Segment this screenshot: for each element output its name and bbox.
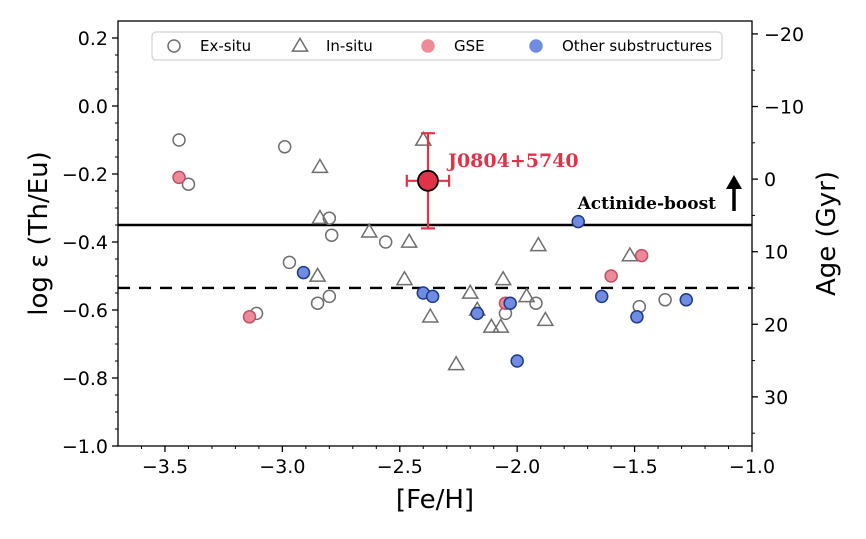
legend-marker-ex-situ-icon [167,39,181,53]
y-axis-title: log ε (Th/Eu) [24,151,54,316]
right-y-tick-label: 0 [764,169,776,191]
other-substructures-point [470,306,485,321]
ex-situ-point [658,293,672,307]
gse-point [604,269,618,283]
y-tick-label: −0.4 [62,232,108,254]
ex-situ-point [322,211,337,225]
ex-situ-point [172,133,186,147]
legend-marker-in-situ-icon [291,36,309,52]
gse-point [242,310,257,324]
other-substructures-point [503,296,517,310]
actinide-boost-label: Actinide-boost [577,194,717,214]
y-tick-label: 0.0 [78,96,108,118]
other-substructures-point [510,354,524,368]
ex-situ-point [310,296,325,310]
in-situ-point [308,266,327,282]
legend-marker-filled-icon [421,39,435,53]
y-tick-label: −1.0 [62,436,108,458]
ex-situ-point [277,140,292,154]
in-situ-point [621,246,639,262]
legend-label: Other substructures [562,37,712,55]
gse-point [172,170,186,185]
x-tick-label: −2.0 [494,456,540,478]
in-situ-point [360,222,379,238]
in-situ-point [529,236,548,252]
right-y-axis-title: Age (Gyr) [812,171,842,296]
ex-situ-point [529,296,543,310]
legend-label: GSE [454,37,485,55]
gse-point [634,248,649,263]
data-points-layer [172,130,694,371]
axes-layer: −3.5 −3.0 −2.5 −2.0 −1.5 −1.0 −1.0 −0.8 −0.6 −0.4… [24,20,842,515]
x-tick-label: −3.5 [142,456,188,478]
legend-marker-filled-icon [529,39,543,53]
in-situ-point [395,270,414,286]
x-axis-title: [Fe/H] [396,485,474,515]
in-situ-point [494,270,512,286]
other-substructures-point [630,310,644,324]
ex-situ-point [181,177,196,191]
y-tick-label: −0.8 [62,368,108,390]
in-situ-point [400,232,419,248]
reference-lines-layer [118,223,752,290]
ex-situ-point [282,255,297,270]
y-tick-label: 0.2 [78,28,108,50]
highlight-star-layer [405,132,451,230]
in-situ-point [482,317,501,333]
right-y-tick-label: −10 [764,97,804,119]
in-situ-point [491,317,510,333]
x-tick-label: −1.0 [729,456,775,478]
in-situ-point [517,287,536,303]
other-substructures-point [594,289,609,304]
right-y-tick-label: −20 [764,24,804,46]
highlight-star-label: J0804+5740 [446,150,579,172]
legend-label: Ex-situ [200,37,251,55]
other-substructures-point [425,289,440,304]
other-substructures-point [296,265,311,280]
up-arrow-icon [726,175,742,189]
legend-label: In-situ [326,37,373,55]
y-tick-label: −0.6 [62,300,108,322]
right-y-tick-label: 20 [764,314,788,336]
ex-situ-point [322,289,337,304]
in-situ-point [311,158,329,174]
legend-box [151,31,723,61]
x-tick-label: −1.5 [612,456,658,478]
ex-situ-point [378,235,393,249]
in-situ-point [311,209,329,225]
in-situ-point [447,355,465,371]
in-situ-point [536,311,555,327]
legend: Ex-situ In-situ GSE Other substructures [151,31,723,61]
annotations-layer: J0804+5740 Actinide-boost [446,150,742,214]
in-situ-point [461,283,480,299]
right-y-tick-label: 30 [764,387,788,409]
other-substructures-point [571,214,585,229]
x-tick-label: −2.5 [377,456,423,478]
right-y-tick-label: 10 [764,242,788,264]
plot-frame [117,20,753,447]
in-situ-point [421,307,440,323]
highlight-star-marker [417,169,439,192]
ex-situ-point [324,228,339,242]
y-tick-label: −0.2 [62,164,108,186]
x-tick-label: −3.0 [259,456,305,478]
other-substructures-point [679,293,694,307]
